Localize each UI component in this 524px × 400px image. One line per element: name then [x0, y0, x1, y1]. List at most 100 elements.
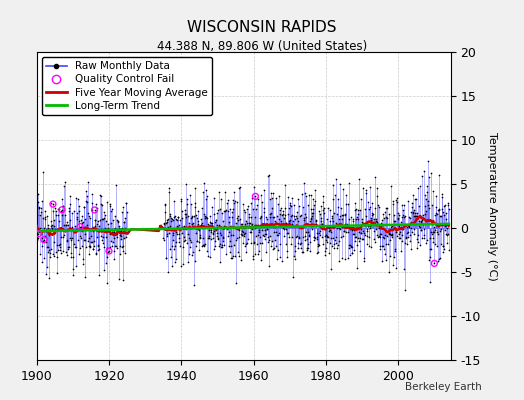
- Point: [308, 226, 316, 233]
- Point: [361, 222, 369, 228]
- Point: [427, 170, 435, 176]
- Point: [431, 212, 439, 218]
- Point: [101, 212, 109, 218]
- Point: [198, 220, 206, 226]
- Point: [216, 244, 225, 250]
- Point: [214, 234, 222, 241]
- Point: [122, 200, 130, 206]
- Point: [362, 213, 370, 220]
- Point: [391, 228, 400, 235]
- Point: [259, 220, 267, 227]
- Point: [107, 229, 116, 235]
- Point: [189, 249, 198, 255]
- Point: [254, 222, 262, 228]
- Point: [122, 233, 130, 240]
- Point: [289, 253, 298, 260]
- Point: [373, 231, 381, 238]
- Point: [48, 207, 57, 214]
- Point: [323, 233, 332, 239]
- Point: [402, 222, 410, 228]
- Point: [310, 234, 318, 240]
- Point: [237, 221, 245, 228]
- Point: [46, 218, 54, 224]
- Point: [208, 222, 216, 228]
- Point: [199, 242, 207, 248]
- Point: [390, 254, 398, 260]
- Point: [398, 214, 406, 220]
- Point: [381, 205, 390, 212]
- Point: [175, 222, 183, 228]
- Point: [203, 248, 211, 254]
- Point: [329, 235, 337, 241]
- Point: [377, 220, 385, 226]
- Point: [301, 190, 310, 196]
- Point: [441, 210, 450, 217]
- Point: [396, 229, 404, 236]
- Point: [362, 190, 370, 196]
- Point: [227, 243, 235, 249]
- Point: [176, 226, 184, 233]
- Point: [355, 175, 364, 182]
- Point: [45, 232, 53, 238]
- Point: [414, 185, 422, 192]
- Point: [165, 230, 173, 236]
- Point: [47, 246, 55, 252]
- Point: [293, 214, 301, 221]
- Point: [303, 247, 311, 253]
- Point: [321, 244, 330, 251]
- Point: [309, 206, 317, 212]
- Point: [83, 192, 92, 199]
- Point: [309, 196, 317, 203]
- Point: [376, 246, 384, 252]
- Point: [225, 242, 234, 249]
- Point: [341, 256, 350, 263]
- Point: [319, 199, 327, 205]
- Point: [172, 216, 180, 223]
- Point: [251, 193, 259, 200]
- Point: [102, 234, 110, 240]
- Point: [198, 222, 206, 228]
- Point: [84, 243, 93, 250]
- Point: [72, 263, 80, 269]
- Point: [368, 210, 376, 217]
- Point: [62, 248, 70, 255]
- Point: [286, 202, 294, 208]
- Point: [253, 222, 261, 229]
- Point: [210, 228, 218, 234]
- Point: [116, 230, 125, 236]
- Point: [205, 234, 213, 241]
- Point: [115, 223, 123, 229]
- Point: [317, 218, 325, 224]
- Point: [162, 255, 170, 262]
- Point: [114, 229, 123, 235]
- Point: [191, 185, 200, 191]
- Point: [423, 158, 432, 164]
- Point: [54, 218, 63, 224]
- Point: [160, 220, 169, 226]
- Point: [358, 236, 367, 242]
- Point: [336, 181, 345, 188]
- Point: [215, 189, 223, 195]
- Point: [442, 216, 450, 222]
- Point: [435, 213, 444, 219]
- Point: [221, 208, 229, 214]
- Point: [355, 238, 363, 244]
- Point: [69, 226, 78, 233]
- Point: [254, 196, 263, 202]
- Point: [418, 173, 426, 180]
- Point: [263, 223, 271, 229]
- Point: [238, 232, 247, 238]
- Point: [352, 206, 361, 212]
- Point: [107, 238, 115, 244]
- Point: [106, 231, 114, 237]
- Point: [238, 221, 246, 227]
- Point: [345, 216, 353, 222]
- Point: [204, 235, 212, 241]
- Point: [174, 214, 182, 220]
- Point: [371, 205, 379, 212]
- Point: [409, 192, 417, 199]
- Point: [251, 193, 259, 200]
- Point: [414, 239, 422, 245]
- Point: [278, 222, 287, 228]
- Point: [255, 228, 263, 235]
